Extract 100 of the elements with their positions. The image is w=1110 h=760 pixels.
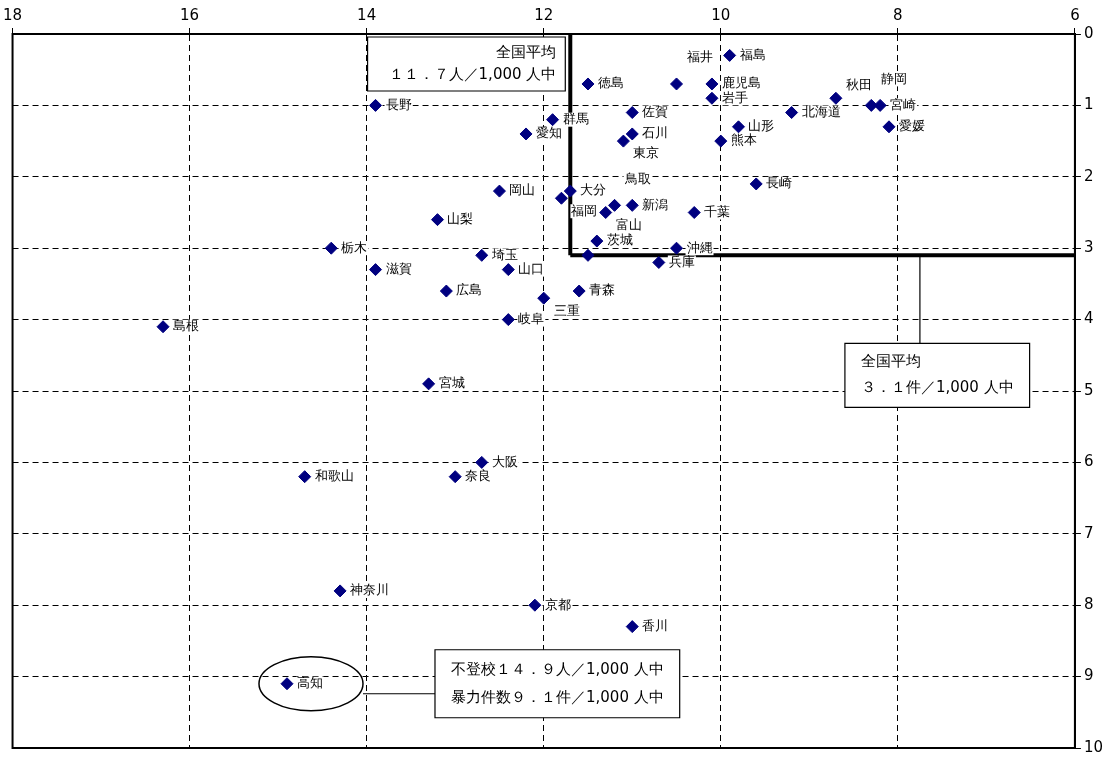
annotation: 福井 [686,49,713,65]
point [581,248,595,262]
point [324,241,338,255]
annotation: １１．７人／1,000 人中 [388,64,557,83]
point [670,77,684,91]
y-tick-label: 2 [1083,166,1094,185]
point [333,584,347,598]
point [563,184,577,198]
annotation: 徳島 [597,75,624,91]
point [546,113,560,127]
annotation: 愛媛 [899,118,925,134]
point [572,284,586,298]
annotation: 三重 [553,302,580,318]
y-tick-label: 10 [1083,737,1104,756]
annotation: 福島 [739,46,766,62]
x-tick-label: 12 [534,5,554,24]
point [732,120,745,134]
annotation: 鹿児島 [721,75,761,91]
annotation: 沖縄 [686,239,713,255]
point [652,255,666,269]
annotation: 新潟 [642,196,669,212]
annotation: 神奈川 [350,582,390,598]
annotation: 滋賀 [385,260,412,276]
annotation: 大阪 [491,453,518,469]
point [369,98,383,112]
point [537,291,551,305]
point [501,263,515,277]
point [882,120,896,134]
ref-line-label: 全国平均 [496,42,557,61]
point [298,470,312,484]
y-tick-label: 5 [1083,380,1094,399]
annotation: 群馬 [562,111,589,127]
point [705,77,719,91]
point [422,377,436,391]
annotation: 佐賀 [642,103,669,119]
point [608,198,622,212]
annotation: 暴力件数９．１件／1,000 人中 [450,687,664,706]
annotation: 長野 [385,96,412,112]
point [670,241,684,255]
point [687,206,701,219]
point [439,284,453,298]
annotation: 京都 [544,596,571,612]
point [625,620,639,634]
point [430,213,444,227]
point [873,98,887,112]
y-tick-label: 9 [1083,666,1094,685]
point [519,127,533,141]
point [749,177,763,191]
annotation: 富山 [615,216,642,232]
annotation: 岩手 [721,89,748,105]
y-tick-label: 7 [1083,523,1094,542]
x-tick-label: 14 [357,5,377,24]
point [705,91,719,105]
x-tick-label: 18 [3,5,23,24]
x-tick-label: 6 [1070,5,1080,24]
annotation: 岡山 [509,182,536,198]
annotation: 宮城 [438,375,465,391]
point [714,134,728,148]
point [625,106,639,120]
point [501,313,515,327]
annotation: 愛知 [536,125,563,141]
point [528,598,542,612]
x-tick-label: 10 [711,5,731,24]
annotation: 長崎 [766,175,793,191]
point [156,320,170,334]
annotation: 奈良 [465,468,492,484]
annotation: 山形 [748,118,775,134]
y-tick-label: 4 [1083,309,1094,328]
annotation: 広島 [456,282,483,298]
point [616,134,630,148]
point [475,455,489,469]
annotation: 東京 [633,145,660,161]
y-tick-label: 6 [1083,452,1094,471]
annotation: 千葉 [704,203,731,219]
y-tick-label: 3 [1083,238,1094,257]
point [492,184,506,198]
annotation: 茨城 [606,232,633,248]
annotation: 宮崎 [890,96,917,112]
annotation: 北海道 [801,103,841,119]
y-tick-label: 0 [1083,23,1094,42]
point [785,106,799,120]
annotation: 香川 [642,617,669,633]
x-tick-label: 8 [893,5,903,24]
annotation: 大分 [580,182,607,198]
annotation: 埼玉 [490,246,518,262]
annotation: 山梨 [447,211,474,227]
y-tick-label: 1 [1083,95,1094,114]
point [369,263,383,277]
annotation: 秋田 [845,76,872,92]
annotation: 石川 [642,125,669,141]
annotation: 不登校１４．９人／1,000 人中 [450,659,664,678]
annotation: 山口 [518,260,545,276]
annotation: 静岡 [881,70,908,86]
point [280,677,294,691]
point [864,98,878,112]
point [590,234,604,248]
annotation: 和歌山 [314,468,354,484]
point [475,248,489,262]
annotation: 栃木 [341,239,368,255]
annotation: 鳥取 [623,170,651,186]
